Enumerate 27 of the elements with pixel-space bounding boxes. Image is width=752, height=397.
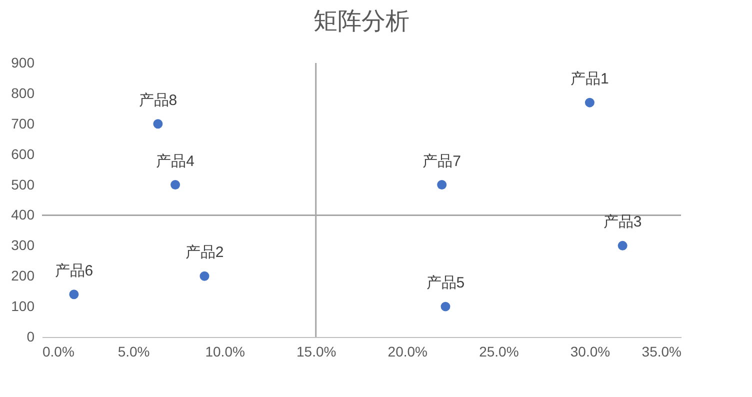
- annotation: 产品7: [422, 152, 462, 170]
- x-tick-label: 15.0%: [296, 344, 336, 360]
- y-tick-label: 100: [11, 298, 35, 314]
- y-tick-label: 600: [11, 146, 35, 162]
- y-tick-label: 700: [11, 115, 35, 132]
- annotation: 产品2: [185, 244, 224, 262]
- annotation: 产品8: [138, 92, 178, 109]
- y-tick-label: 900: [11, 54, 35, 70]
- annotation: 产品6: [54, 262, 94, 280]
- annotation: 产品4: [156, 152, 194, 170]
- x-tick-label: 25.0%: [479, 344, 519, 360]
- y-tick-label: 800: [11, 84, 35, 101]
- y-tick-label: 500: [11, 176, 35, 192]
- x-tick-label: 35.0%: [642, 344, 682, 360]
- y-tick-label: 400: [11, 206, 35, 223]
- x-tick-label: 10.0%: [205, 344, 245, 360]
- y-tick-label: 300: [11, 237, 35, 254]
- y-tick-label: 200: [11, 268, 35, 284]
- annotation: 产品5: [426, 274, 465, 292]
- annotation: 产品3: [603, 214, 642, 231]
- annotation: 产品1: [570, 70, 609, 88]
- x-tick-label: 0.0%: [42, 344, 74, 360]
- chart-title: 矩阵分析: [314, 8, 410, 35]
- x-tick-label: 5.0%: [118, 344, 150, 360]
- x-tick-label: 20.0%: [388, 344, 428, 360]
- y-tick-label: 0: [26, 328, 35, 344]
- x-tick-label: 30.0%: [570, 344, 610, 360]
